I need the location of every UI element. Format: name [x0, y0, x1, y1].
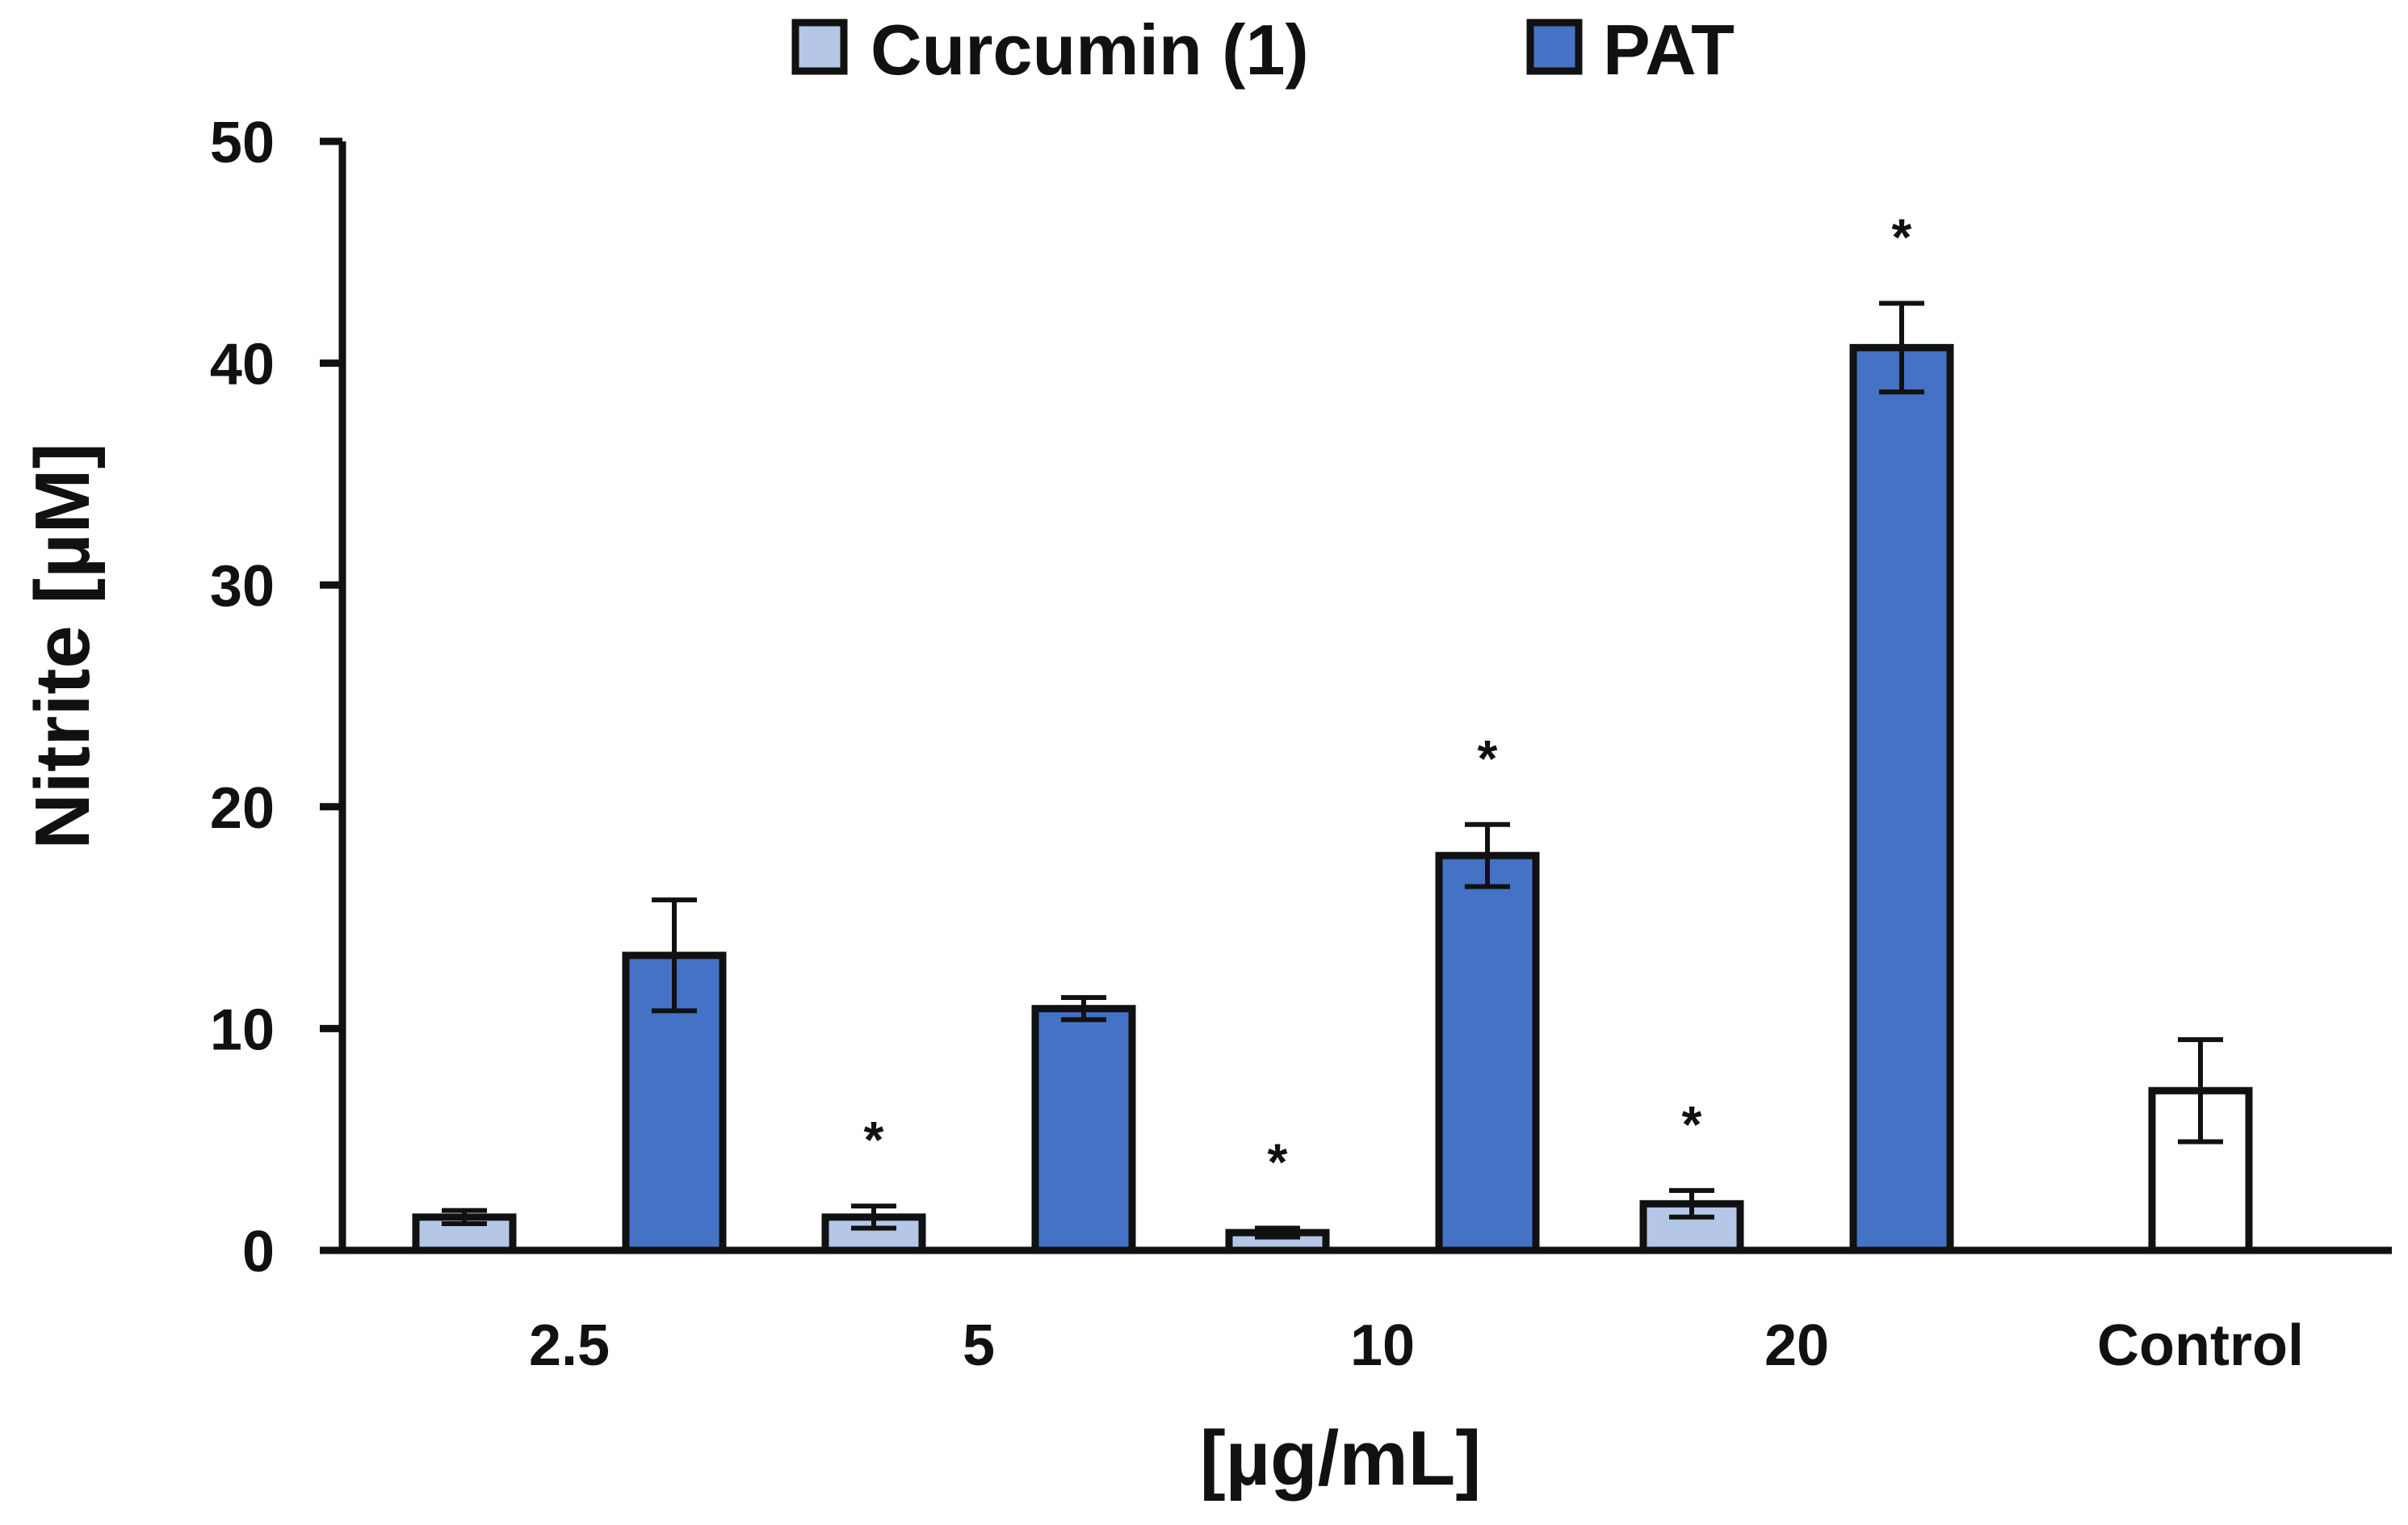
significance-star: * — [864, 1111, 884, 1169]
significance-markers: * * * * * — [864, 208, 1912, 1191]
y-axis-title: Nitrite [µM] — [19, 443, 106, 849]
bar-pat-10 — [1435, 851, 1540, 1254]
bar-pat-20 — [1849, 343, 1954, 1254]
significance-star: * — [1682, 1095, 1702, 1153]
x-tick-label: 10 — [1350, 1313, 1415, 1378]
y-tick-label: 30 — [210, 554, 275, 619]
y-ticks: 0 10 20 30 40 50 — [210, 111, 342, 1284]
significance-star: * — [1478, 729, 1498, 788]
bars — [412, 343, 2253, 1254]
x-axis-title: [µg/mL] — [1200, 1415, 1482, 1502]
legend-label-pat: PAT — [1603, 10, 1735, 90]
x-tick-label: 20 — [1764, 1313, 1829, 1378]
legend: Curcumin (1) PAT — [791, 10, 1735, 90]
x-tick-label: 2.5 — [529, 1313, 610, 1378]
legend-swatch-pat — [1526, 19, 1583, 75]
x-tick-labels: 2.5 5 10 20 Control — [529, 1313, 2304, 1378]
y-tick-label: 0 — [242, 1220, 275, 1284]
legend-swatch-curcumin — [791, 19, 848, 75]
y-tick-label: 10 — [210, 998, 275, 1062]
error-bars — [442, 300, 2223, 1240]
y-tick-label: 50 — [210, 111, 275, 175]
legend-label-curcumin: Curcumin (1) — [870, 10, 1309, 90]
x-tick-label: 5 — [963, 1313, 995, 1378]
significance-star: * — [1892, 208, 1912, 266]
significance-star: * — [1268, 1133, 1288, 1191]
bar-pat-5 — [1031, 1005, 1136, 1254]
y-tick-label: 20 — [210, 776, 275, 841]
y-axis: 0 10 20 30 40 50 — [210, 111, 346, 1284]
y-tick-label: 40 — [210, 333, 275, 397]
x-axis: 2.5 5 10 20 Control — [320, 1246, 2392, 1378]
x-tick-label: Control — [2097, 1313, 2304, 1378]
